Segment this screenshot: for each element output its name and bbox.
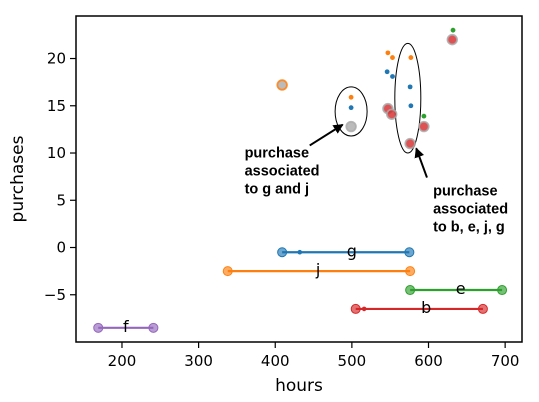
- segment-end-e: [497, 285, 508, 296]
- plot-area: g j e b f purchase associated to g and j purchas…: [93, 27, 508, 336]
- y-tick-label: −5: [44, 286, 66, 304]
- y-tick-label: 15: [47, 97, 66, 115]
- purchase-point-small: [348, 94, 354, 100]
- x-tick-label: 300: [184, 352, 213, 370]
- x-axis-title: hours: [275, 376, 323, 396]
- segment-start-b: [350, 303, 361, 314]
- segment-start-f: [93, 322, 104, 333]
- purchase-point: [386, 108, 398, 120]
- segment-end-g: [404, 247, 415, 258]
- purchase-point-small: [390, 74, 395, 79]
- purchase-point: [276, 79, 288, 91]
- purchase-point-small: [384, 69, 390, 75]
- x-tick-label: 500: [338, 352, 367, 370]
- segment-inner-point-g: [297, 249, 303, 255]
- segment-label-e: e: [456, 279, 466, 298]
- y-tick-label: 10: [47, 144, 66, 162]
- purchase-point-small: [348, 105, 354, 111]
- x-tick-label: 400: [261, 352, 290, 370]
- annotation-arrow: [309, 123, 344, 147]
- purchase-point-small: [408, 55, 414, 60]
- segment-label-g: g: [347, 241, 357, 260]
- y-tick-label: 5: [56, 191, 66, 209]
- segment-label-j: j: [315, 260, 320, 279]
- annotation-text: to b, e, j, g: [433, 220, 505, 236]
- axes: 200 300 400 500 600 700 −5 0 5 10 15 20: [44, 50, 520, 370]
- annotation-text: associated: [245, 164, 320, 180]
- segment-label-b: b: [421, 298, 431, 317]
- segment-inner-point-b: [361, 306, 367, 312]
- plot-frame: [75, 15, 523, 343]
- annotation-text: to g and j: [245, 182, 309, 198]
- purchase-point-small: [408, 103, 414, 109]
- x-tick-label: 700: [491, 352, 520, 370]
- purchase-point-small: [390, 55, 395, 60]
- annotation-text: associated: [433, 202, 508, 218]
- y-tick-label: 0: [56, 239, 66, 257]
- x-tick-label: 600: [414, 352, 443, 370]
- purchase-point-small: [407, 84, 413, 90]
- segment-end-b: [477, 303, 488, 314]
- purchase-point: [418, 120, 430, 133]
- segment-label-f: f: [123, 317, 129, 336]
- segment-start-g: [277, 247, 288, 258]
- purchase-point: [404, 137, 416, 150]
- segment-end-f: [148, 322, 159, 333]
- y-axis-title: purchases: [8, 135, 28, 222]
- segment-start-j: [222, 266, 233, 277]
- purchase-point-small: [421, 113, 427, 119]
- annotation-text: purchase: [245, 146, 309, 162]
- x-tick-label: 200: [108, 352, 137, 370]
- annotation-text: purchase: [433, 184, 497, 200]
- segment-start-e: [405, 285, 416, 296]
- purchase-point: [446, 33, 458, 46]
- purchase-point: [345, 120, 357, 133]
- y-tick-label: 20: [47, 50, 66, 68]
- highlight-ellipse: [394, 42, 422, 154]
- purchase-point-small: [385, 50, 391, 56]
- annotation-arrow: [414, 147, 428, 178]
- segment-end-j: [405, 266, 416, 277]
- purchase-point-small: [450, 27, 456, 33]
- highlight-ellipse: [334, 86, 368, 137]
